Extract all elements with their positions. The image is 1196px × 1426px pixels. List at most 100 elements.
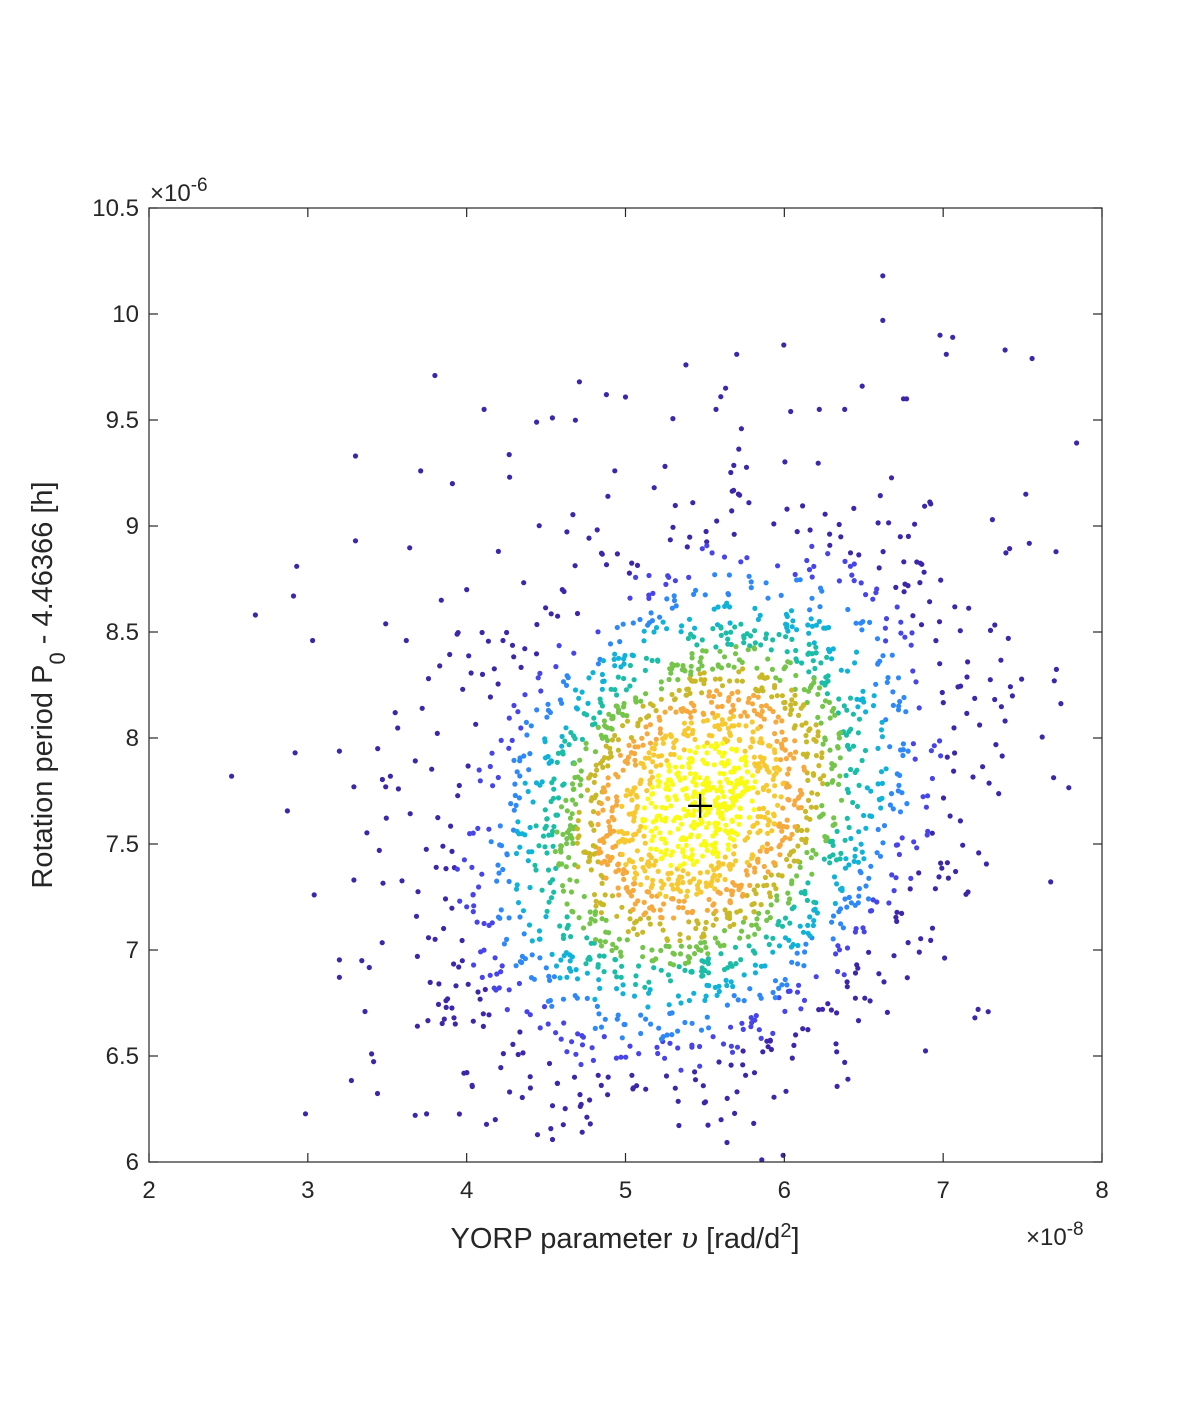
scatter-point [611, 656, 617, 663]
scatter-point [669, 1032, 675, 1038]
scatter-point [812, 665, 818, 672]
scatter-point [750, 729, 756, 735]
scatter-point [756, 806, 762, 812]
scatter-point [702, 838, 708, 845]
scatter-point [717, 691, 723, 698]
scatter-point [799, 722, 805, 728]
scatter-point [456, 1111, 462, 1117]
scatter-point [855, 1018, 862, 1024]
scatter-point [749, 902, 755, 908]
scatter-point [712, 676, 719, 682]
scatter-point [547, 997, 554, 1004]
scatter-point [738, 757, 744, 763]
scatter-point [761, 863, 767, 870]
scatter-point [819, 750, 825, 756]
scatter-point [729, 508, 735, 514]
scatter-point [567, 958, 573, 964]
scatter-point [791, 1042, 797, 1048]
scatter-point [729, 746, 735, 752]
scatter-point [569, 954, 576, 960]
y-tick-label: 8 [126, 725, 139, 752]
scatter-point [564, 974, 570, 980]
scatter-point [646, 889, 652, 895]
scatter-point [681, 806, 687, 813]
scatter-point [457, 898, 463, 904]
scatter-point [803, 941, 809, 947]
scatter-point [844, 945, 851, 951]
scatter-point [867, 908, 874, 914]
scatter-point [598, 1082, 604, 1088]
scatter-point [649, 947, 655, 953]
scatter-point [425, 676, 432, 682]
scatter-point [555, 795, 562, 801]
scatter-point [900, 741, 907, 747]
scatter-point [583, 740, 589, 746]
scatter-point [677, 931, 683, 937]
scatter-point [722, 603, 728, 610]
scatter-point [673, 764, 679, 770]
scatter-point [950, 334, 956, 340]
scatter-point [781, 666, 787, 672]
scatter-point [907, 886, 913, 892]
scatter-point [575, 1031, 581, 1037]
scatter-point [606, 930, 612, 936]
scatter-point [348, 1077, 354, 1084]
scatter-point [808, 804, 815, 810]
scatter-point [794, 989, 801, 995]
scatter-point [704, 740, 710, 746]
scatter-point [736, 669, 742, 675]
scatter-point [765, 822, 771, 828]
scatter-point [724, 1002, 731, 1008]
scatter-point [751, 1070, 758, 1076]
scatter-point [392, 710, 398, 716]
scatter-point [704, 847, 711, 854]
scatter-point [901, 559, 907, 565]
scatter-point [744, 769, 751, 775]
scatter-point [599, 703, 606, 709]
scatter-point [887, 744, 893, 750]
scatter-point [459, 937, 465, 944]
scatter-point [748, 744, 754, 750]
scatter-point [673, 709, 679, 715]
scatter-point [605, 796, 611, 802]
scatter-point [657, 830, 663, 836]
scatter-point [856, 829, 862, 835]
scatter-point [284, 808, 290, 814]
scatter-point [721, 654, 728, 660]
scatter-point [640, 954, 646, 960]
scatter-point [725, 842, 731, 848]
scatter-point [653, 825, 659, 831]
scatter-point [618, 974, 624, 980]
scatter-point [788, 408, 794, 415]
scatter-point [868, 863, 874, 869]
scatter-point [757, 674, 763, 680]
scatter-point [614, 624, 620, 631]
scatter-point [536, 523, 542, 529]
scatter-point [570, 909, 576, 915]
scatter-point [672, 502, 678, 509]
scatter-point [863, 592, 869, 598]
scatter-point [514, 882, 520, 888]
scatter-point [643, 691, 649, 697]
scatter-point [813, 753, 820, 759]
scatter-point [937, 738, 943, 744]
scatter-point [885, 675, 891, 681]
scatter-point [460, 686, 466, 692]
scatter-point [886, 900, 892, 906]
scatter-point [847, 563, 854, 569]
scatter-point [528, 723, 534, 729]
scatter-point [640, 703, 646, 709]
scatter-point [842, 865, 849, 871]
scatter-point [765, 830, 771, 837]
scatter-point [597, 985, 603, 992]
scatter-point [517, 773, 523, 779]
scatter-point [551, 889, 557, 895]
scatter-point [741, 635, 747, 641]
scatter-point [651, 746, 657, 752]
scatter-point [763, 635, 769, 642]
scatter-point [819, 803, 825, 809]
scatter-point [443, 1004, 449, 1011]
scatter-point [770, 708, 776, 715]
scatter-point [498, 843, 505, 849]
scatter-point [542, 844, 548, 850]
